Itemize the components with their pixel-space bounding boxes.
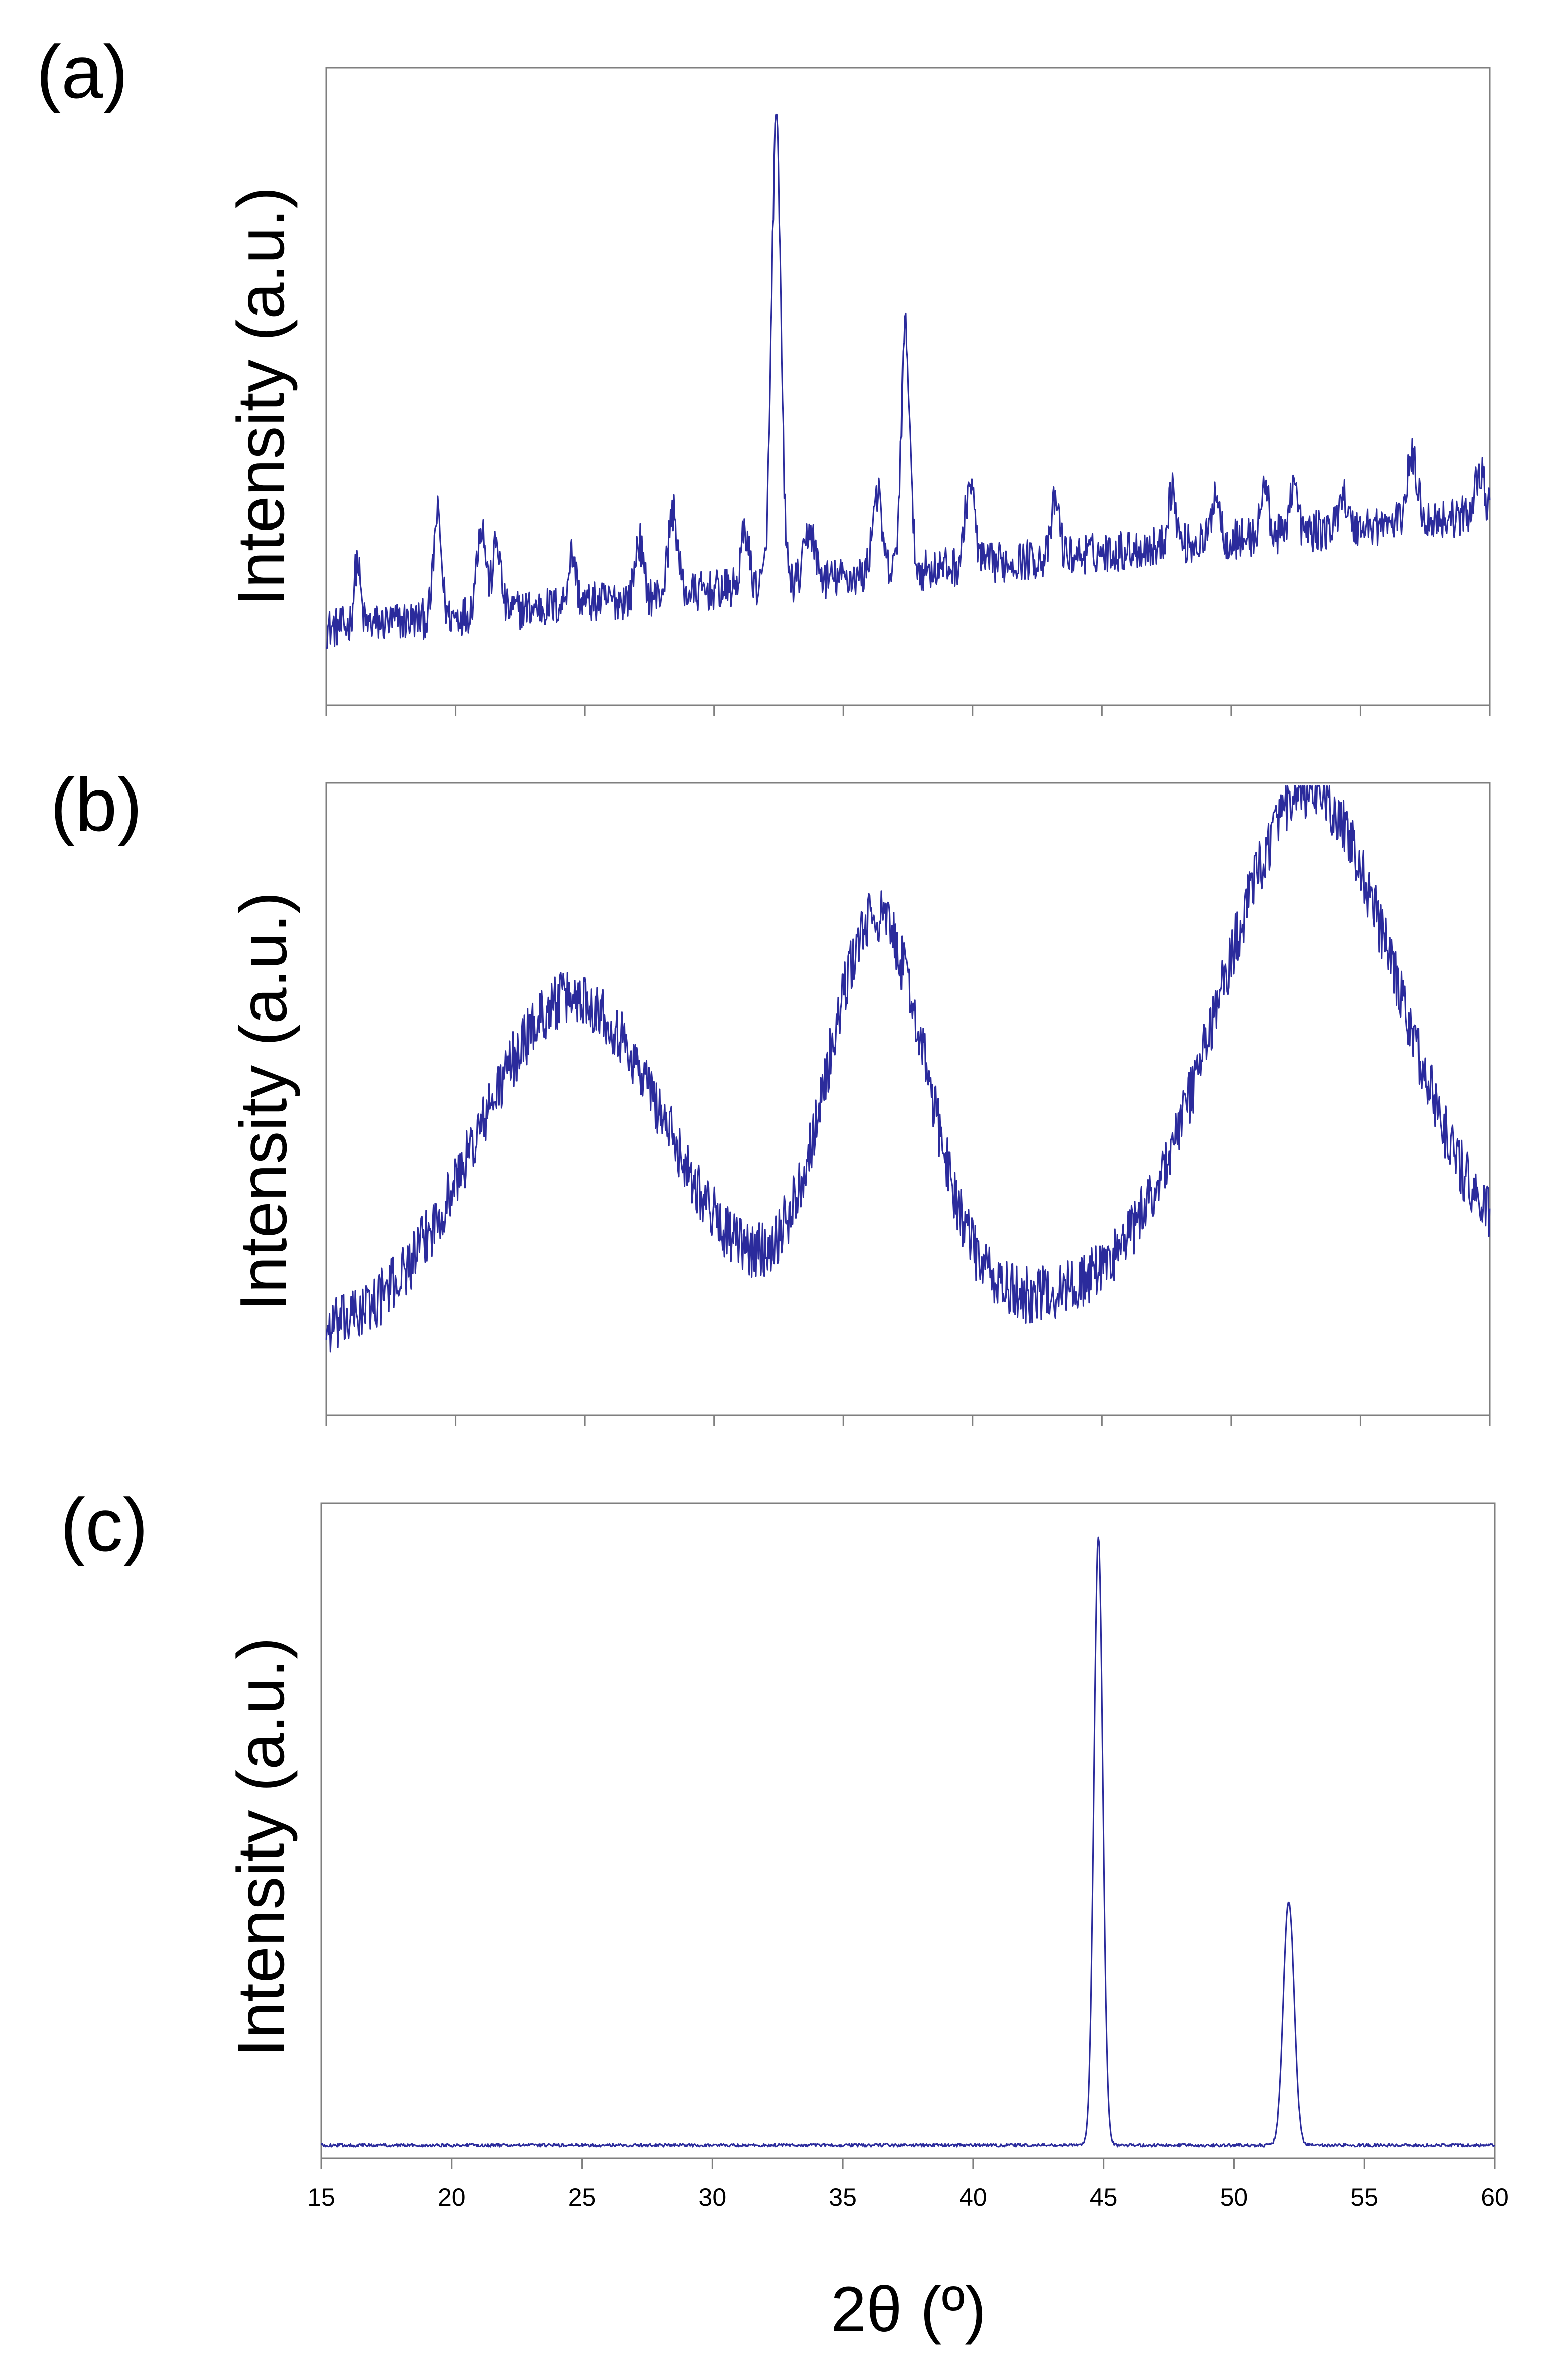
panel-c-trace <box>320 1536 1496 2148</box>
panel-b-frame <box>325 782 1491 1416</box>
x-tick-label-45: 45 <box>1090 2183 1118 2211</box>
x-tick-label-55: 55 <box>1350 2183 1378 2211</box>
x-tick-label-60: 60 <box>1481 2183 1509 2211</box>
panel-c: (c) Intensity (a.u.) 15 20 25 30 35 40 45 50 55 6… <box>60 1483 1509 2211</box>
x-tick-label-40: 40 <box>959 2183 987 2211</box>
panel-b-label: (b) <box>50 762 142 847</box>
x-tick-label-20: 20 <box>438 2183 466 2211</box>
panel-b: (b) Intensity (a.u.) <box>50 762 1491 1426</box>
panel-a: (a) Intensity (a.u.) <box>36 30 1491 716</box>
panel-c-x-ticks <box>320 2158 1496 2169</box>
panel-c-frame <box>320 1502 1496 2159</box>
panel-c-y-axis-label: Intensity (a.u.) <box>224 1637 298 2057</box>
panel-a-y-axis-label: Intensity (a.u.) <box>224 187 298 606</box>
panel-a-frame <box>325 67 1491 706</box>
panel-b-y-axis-label: Intensity (a.u.) <box>226 892 300 1311</box>
x-tick-label-15: 15 <box>307 2183 335 2211</box>
panel-c-x-tick-labels: 15 20 25 30 35 40 45 50 55 60 <box>307 2183 1509 2211</box>
panel-b-x-ticks <box>325 1415 1491 1426</box>
x-tick-label-25: 25 <box>568 2183 596 2211</box>
panel-c-label: (c) <box>60 1483 148 1567</box>
x-tick-label-30: 30 <box>699 2183 727 2211</box>
panel-a-label: (a) <box>36 30 128 114</box>
x-axis-label: 2θ (º) <box>831 2274 986 2345</box>
x-tick-label-50: 50 <box>1220 2183 1248 2211</box>
panel-b-trace <box>325 785 1491 1353</box>
panel-a-trace <box>326 113 1491 649</box>
panel-a-x-ticks <box>325 705 1491 716</box>
x-tick-label-35: 35 <box>829 2183 857 2211</box>
